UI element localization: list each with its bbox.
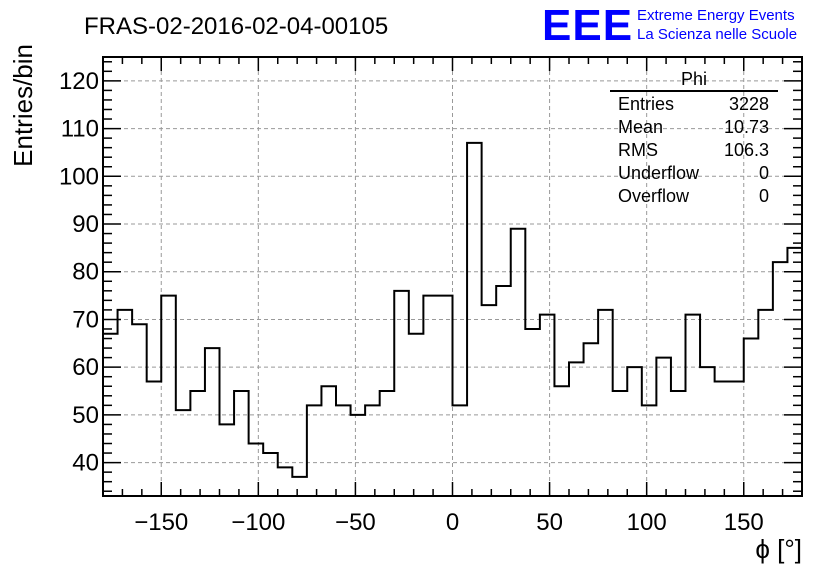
x-tick-label: −100 [231,509,285,536]
x-tick-label: −150 [134,509,188,536]
x-tick-label: −50 [335,509,376,536]
eee-logo: EEE Extreme Energy Events La Scienza nel… [542,1,797,50]
y-tick-label: 70 [72,306,99,333]
stats-row-label: Underflow [618,163,700,183]
y-tick-label: 90 [72,211,99,238]
x-tick-label: 100 [627,509,667,536]
y-tick-label: 40 [72,450,99,477]
stats-row-label: Mean [618,117,663,137]
axis-ticks [102,57,803,496]
y-tick-label: 60 [72,354,99,381]
stats-row-label: RMS [618,140,658,160]
y-tick-label: 50 [72,402,99,429]
x-tick-label: 150 [724,509,764,536]
stats-row-value: 0 [759,163,769,183]
chart-title: FRAS-02-2016-02-04-00105 [84,13,388,40]
histogram-line [103,141,803,478]
stats-box: Phi Entries 3228 Mean 10.73 RMS 106.3 Underflo… [610,69,778,206]
x-tick-label: 50 [536,509,563,536]
logo-line-1: Extreme Energy Events [637,7,795,24]
stats-title: Phi [681,69,707,89]
stats-row-value: 106.3 [724,140,769,160]
stats-row-label: Overflow [618,186,690,206]
y-tick-label: 80 [72,259,99,286]
stats-row-value: 3228 [729,94,769,114]
logo-line-2: La Scienza nelle Scuole [637,26,797,43]
logo-mark: EEE [542,1,633,50]
tick-labels: −150 −100 −50 0 50 100 150 40 50 60 70 80 90 100 110 12… [59,68,764,536]
stats-rows: Entries 3228 Mean 10.73 RMS 106.3 Underflow 0 Ov… [618,94,769,206]
grid [103,57,802,496]
stats-row-value: 10.73 [724,117,769,137]
stats-row-label: Entries [618,94,674,114]
stats-row-value: 0 [759,186,769,206]
y-tick-label: 120 [59,68,99,95]
y-tick-label: 110 [61,116,99,143]
y-axis-title: Entries/bin [8,44,38,167]
x-tick-label: 0 [446,509,459,536]
x-axis-title: ϕ [°] [755,534,802,564]
y-tick-label: 100 [59,163,99,190]
